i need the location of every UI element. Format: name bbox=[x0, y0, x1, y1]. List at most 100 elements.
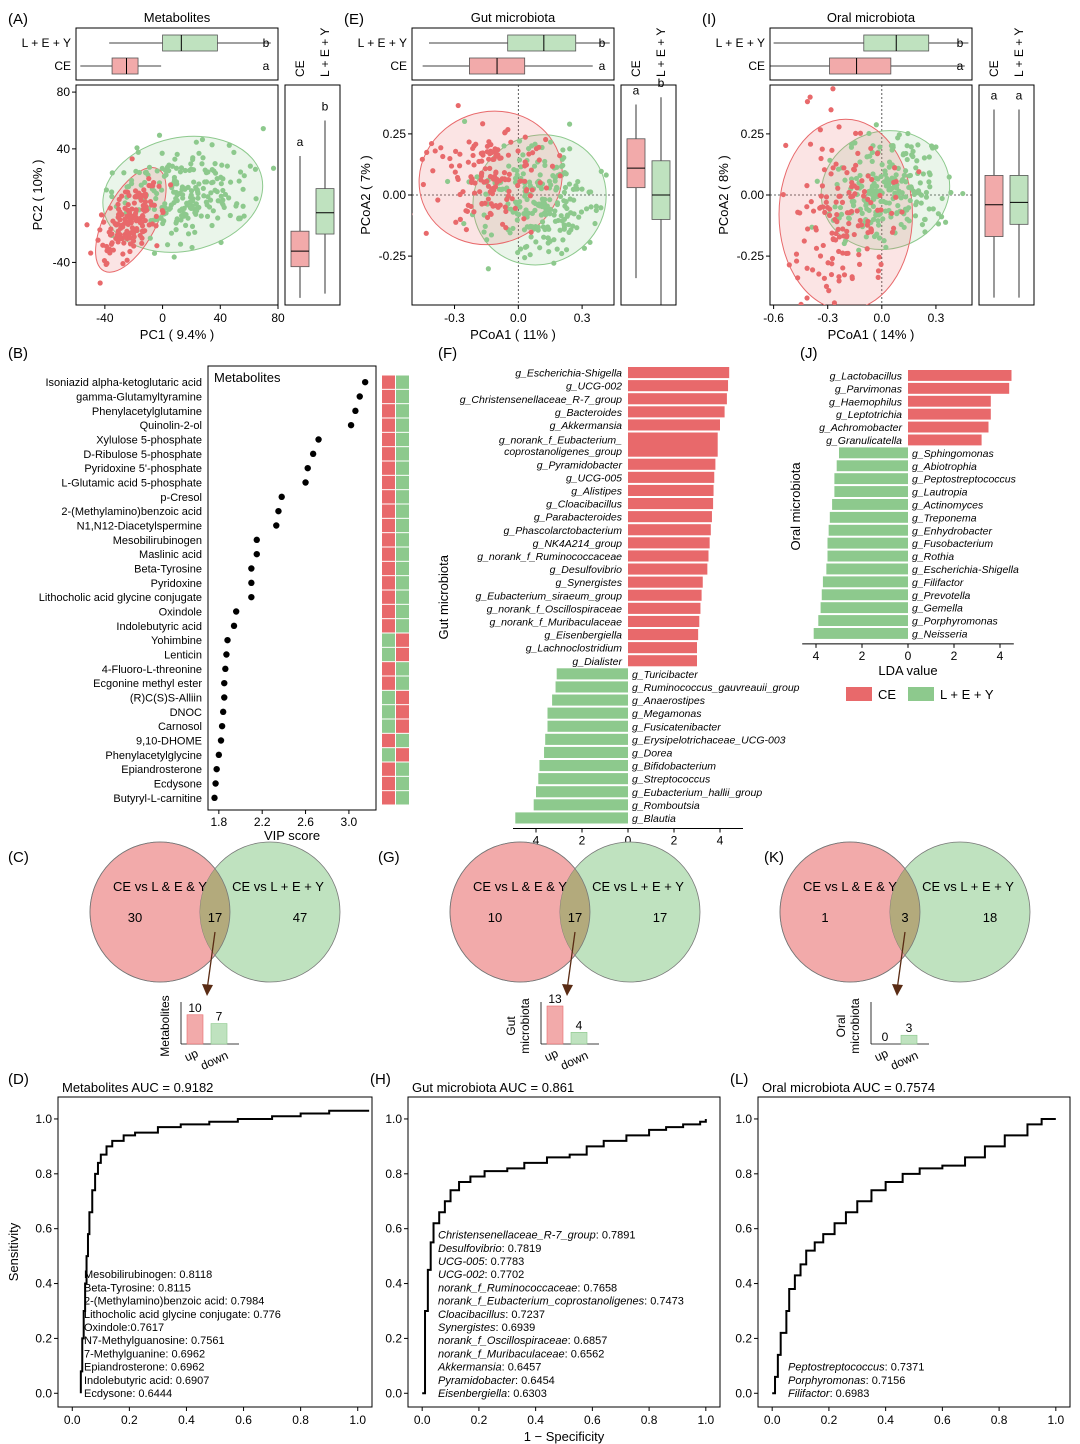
point-ley bbox=[171, 174, 178, 181]
point-ley bbox=[215, 215, 221, 221]
point-ley bbox=[512, 175, 519, 181]
heat-cell bbox=[396, 447, 409, 461]
vip-point bbox=[347, 421, 355, 429]
signif-letter: b bbox=[322, 99, 329, 113]
point-ce bbox=[522, 178, 528, 184]
point-ce bbox=[844, 228, 850, 234]
point-ce bbox=[127, 248, 133, 255]
bar-ce bbox=[628, 563, 708, 575]
bar-ley bbox=[547, 707, 628, 719]
venn-set-label: CE vs L + E + Y bbox=[922, 879, 1014, 894]
point-ley bbox=[554, 164, 560, 170]
point-ce bbox=[470, 145, 476, 152]
point-ley bbox=[901, 172, 907, 178]
point-ce bbox=[137, 232, 143, 239]
point-ce bbox=[804, 295, 810, 301]
point-ley bbox=[520, 152, 526, 158]
x-tick-label: 0.2 bbox=[821, 1413, 838, 1427]
group-label: L + E + Y bbox=[358, 36, 407, 50]
point-ce bbox=[97, 227, 103, 233]
point-ley bbox=[135, 149, 141, 155]
vip-point bbox=[278, 493, 285, 501]
point-ce bbox=[122, 189, 129, 195]
point-ce bbox=[834, 211, 840, 218]
point-ce bbox=[457, 191, 463, 198]
panel-letter: (G) bbox=[378, 849, 400, 866]
point-ce bbox=[828, 271, 835, 278]
signif-letter: b bbox=[957, 36, 964, 50]
panel-I: (I) Oral microbiota L + E + Y b CE a CE a L + E … bbox=[702, 10, 1035, 342]
signif-letter: a bbox=[599, 59, 606, 73]
point-ce bbox=[447, 155, 453, 162]
point-ley bbox=[241, 213, 247, 219]
point-ce bbox=[840, 250, 846, 256]
y-tick-label: -0.25 bbox=[737, 249, 765, 263]
point-ce bbox=[855, 223, 861, 229]
point-ce bbox=[543, 185, 550, 191]
point-ce bbox=[786, 262, 792, 268]
auc-value: : 0.6983 bbox=[830, 1388, 870, 1400]
heat-cell bbox=[382, 447, 395, 461]
heat-cell bbox=[396, 705, 409, 719]
point-ce bbox=[798, 301, 804, 305]
point-ley bbox=[566, 181, 573, 187]
point-ce bbox=[810, 208, 817, 214]
taxon-label: g_Gemella bbox=[912, 603, 963, 615]
y-tick-label: 0.8 bbox=[735, 1167, 752, 1181]
panel-letter: (I) bbox=[702, 11, 716, 28]
point-ley bbox=[171, 254, 177, 260]
bar-ce bbox=[628, 550, 709, 562]
point-ley bbox=[178, 217, 184, 223]
auc-annotation: UCG-002: 0.7702 bbox=[438, 1269, 524, 1281]
point-ley bbox=[510, 225, 516, 232]
point-ley bbox=[191, 179, 197, 185]
taxon-label: g_Cloacibacillus bbox=[546, 499, 623, 511]
mini-bar-label: up bbox=[182, 1046, 200, 1064]
point-ce bbox=[493, 170, 499, 176]
point-ce bbox=[149, 221, 155, 227]
auc-annotation: Synergistes: 0.6939 bbox=[438, 1322, 535, 1334]
point-ley bbox=[483, 191, 489, 197]
auc-value: : 0.7819 bbox=[502, 1243, 542, 1255]
auc-value: : 0.7561 bbox=[185, 1335, 225, 1347]
y-tick-label: 0.0 bbox=[385, 1386, 402, 1400]
point-ley bbox=[241, 173, 247, 179]
point-ce bbox=[804, 183, 810, 189]
auc-value: : 0.7473 bbox=[644, 1296, 684, 1308]
y-tick-label: 40 bbox=[57, 142, 71, 156]
vip-point bbox=[223, 651, 230, 658]
point-ley bbox=[173, 165, 180, 171]
y-axis-label: PCoA2 ( 7% ) bbox=[358, 155, 373, 234]
point-ce bbox=[130, 230, 137, 237]
heat-cell bbox=[382, 504, 395, 518]
taxon-label: g_Bacteroides bbox=[555, 407, 623, 419]
point-ce bbox=[468, 179, 475, 186]
auc-annotation: Lithocholic acid glycine conjugate: 0.77… bbox=[84, 1309, 281, 1321]
y-tick-label: 0.6 bbox=[385, 1222, 402, 1236]
point-ce bbox=[836, 278, 842, 284]
point-ce bbox=[856, 252, 862, 258]
point-ce bbox=[502, 177, 508, 183]
x-tick-label: 2 bbox=[951, 649, 958, 663]
point-ley bbox=[219, 162, 225, 168]
taxon-label: g_Fusobacterium bbox=[912, 538, 993, 550]
box-ce bbox=[290, 230, 310, 268]
point-ce bbox=[481, 179, 487, 185]
auc-value: : 0.7702 bbox=[484, 1269, 524, 1281]
bar-ce bbox=[908, 408, 991, 420]
point-ley bbox=[881, 238, 887, 244]
y-tick-label: 0.4 bbox=[735, 1277, 752, 1291]
y-axis-label: Oral microbiota bbox=[788, 462, 803, 551]
point-ce bbox=[454, 174, 461, 181]
point-ley bbox=[103, 187, 110, 193]
auc-annotation: 2-(Methylamino)benzoic acid: 0.7984 bbox=[84, 1296, 264, 1308]
panel-letter: (F) bbox=[438, 345, 457, 362]
auc-value: : 0.6444 bbox=[132, 1388, 172, 1400]
heat-cell bbox=[396, 518, 409, 533]
point-ley bbox=[615, 208, 620, 213]
panel-L: (L) Oral microbiota AUC = 0.7574 0.0 0.2 0.4… bbox=[730, 1071, 1071, 1427]
panel-title: Oral microbiota AUC = 0.7574 bbox=[762, 1080, 935, 1095]
x-axis-label: LDA value bbox=[878, 663, 937, 678]
point-ce bbox=[118, 222, 125, 228]
auc-annotation: norank_f_Muribaculaceae: 0.6562 bbox=[438, 1348, 604, 1360]
